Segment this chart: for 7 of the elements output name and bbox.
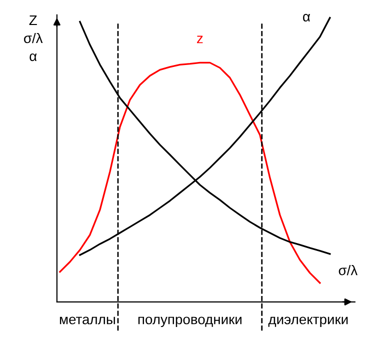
text: диэлектрики [268,316,348,328]
y-axis-title: Z σ/λ α [24,15,43,62]
series-label: α [303,14,310,22]
series-label: σ/λ [338,265,358,276]
text: металлы [60,316,115,324]
text: полупроводники [138,316,242,328]
series-label: z [197,36,203,44]
